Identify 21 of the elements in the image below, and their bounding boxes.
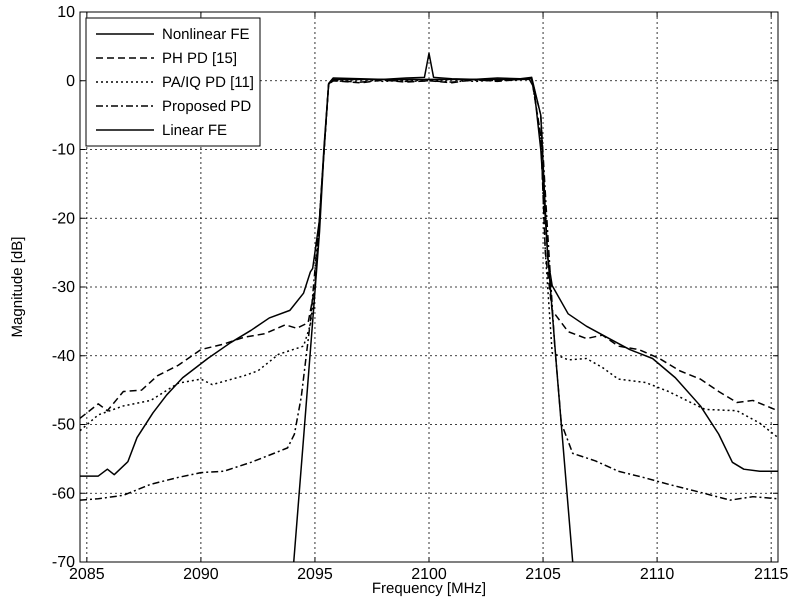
x-tick-label: 2110 — [640, 566, 674, 583]
y-tick-label: -40 — [52, 348, 76, 365]
y-tick-label: -20 — [52, 210, 76, 228]
y-tick-label: -30 — [52, 279, 76, 296]
x-tick-label: 2105 — [525, 566, 561, 583]
x-tick-label: 2095 — [297, 566, 333, 583]
y-tick-label: 0 — [66, 72, 76, 90]
y-tick-label: -60 — [52, 485, 76, 502]
legend-label: Proposed PD — [162, 98, 252, 115]
legend-label: Linear FE — [162, 122, 228, 139]
legend-label: PH PD [15] — [162, 50, 238, 67]
x-axis-title: Frequency [MHz] — [372, 580, 486, 597]
legend-label: Nonlinear FE — [162, 26, 250, 43]
x-tick-label: 2100 — [411, 566, 447, 583]
legend-label: PA/IQ PD [11] — [162, 74, 254, 91]
y-tick-label: -10 — [52, 142, 76, 158]
x-tick-label: 2115 — [754, 566, 788, 583]
y-tick-label: 10 — [57, 4, 76, 21]
y-axis-title: Magnitude [dB] — [9, 236, 26, 338]
y-tick-label: -50 — [52, 416, 76, 434]
x-tick-label: 2090 — [183, 566, 219, 583]
